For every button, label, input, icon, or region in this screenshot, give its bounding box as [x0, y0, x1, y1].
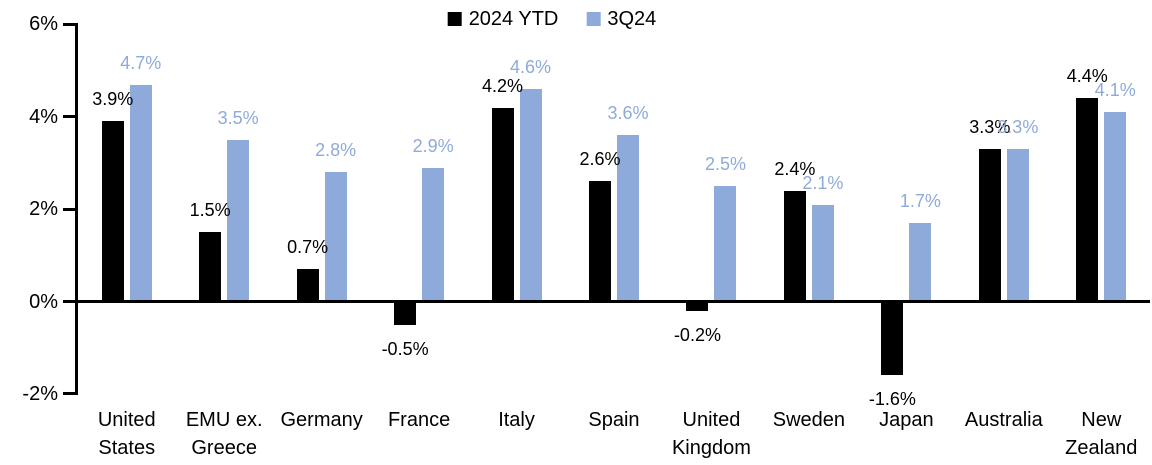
value-label-2024-ytd-spain: 2.6%	[579, 149, 621, 170]
bar-3q24-new-zealand	[1104, 112, 1127, 302]
category-label-australia: Australia	[964, 409, 1043, 431]
bar-3q24-emu-ex-greece	[227, 139, 250, 302]
bar-2024-ytd-united-kingdom	[686, 301, 709, 311]
value-label-3q24-sweden: 2.1%	[802, 172, 844, 193]
bar-3q24-italy	[519, 89, 542, 302]
legend-item-2024-ytd: 2024 YTD	[447, 8, 559, 30]
bar-3q24-france	[422, 167, 445, 302]
category-label-spain: Spain	[588, 409, 640, 431]
bar-2024-ytd-spain	[589, 181, 611, 302]
value-label-2024-ytd-new-zealand: 4.4%	[1066, 66, 1108, 87]
bar-2024-ytd-emu-ex-greece	[199, 232, 222, 302]
y-axis-line	[75, 22, 78, 396]
bar-3q24-united-states	[129, 84, 152, 302]
bar-3q24-japan	[909, 223, 932, 302]
y-tick-label: -2%	[22, 382, 58, 405]
legend-label-3q24: 3Q24	[607, 8, 657, 30]
y-tick	[63, 207, 75, 211]
y-tick-label: 0%	[29, 290, 58, 313]
value-label-2024-ytd-italy: 4.2%	[482, 75, 524, 96]
category-label-united-kingdom: United Kingdom	[671, 409, 751, 459]
y-tick-label: 4%	[29, 105, 58, 128]
value-label-2024-ytd-united-kingdom: -0.2%	[673, 324, 721, 345]
category-label-emu-ex-greece: EMU ex. Greece	[185, 409, 263, 459]
bar-2024-ytd-france	[394, 301, 417, 325]
category-label-sweden: Sweden	[772, 409, 846, 431]
category-label-germany: Germany	[280, 409, 363, 431]
category-label-new-zealand: New Zealand	[1065, 409, 1138, 459]
y-tick	[63, 300, 75, 303]
y-tick	[63, 115, 75, 119]
y-tick-label: 2%	[29, 198, 58, 221]
y-tick-label: 6%	[29, 13, 58, 36]
value-label-2024-ytd-australia: 3.3%	[969, 117, 1011, 138]
y-tick	[63, 22, 75, 26]
bar-3q24-germany	[324, 172, 347, 302]
legend-swatch-3q24	[586, 12, 601, 26]
y-tick	[63, 392, 75, 396]
value-label-3q24-united-states: 4.7%	[120, 52, 162, 73]
legend-item-3q24: 3Q24	[586, 8, 656, 30]
value-label-3q24-new-zealand: 4.1%	[1094, 80, 1136, 101]
bar-2024-ytd-germany	[296, 269, 319, 302]
bar-2024-ytd-italy	[491, 107, 514, 302]
bar-2024-ytd-united-states	[101, 121, 124, 302]
bar-3q24-australia	[1006, 149, 1029, 302]
value-label-3q24-japan: 1.7%	[899, 191, 941, 211]
value-label-3q24-emu-ex-greece: 3.5%	[217, 107, 259, 128]
value-label-3q24-france: 2.9%	[412, 135, 454, 156]
value-label-2024-ytd-japan: -1.6%	[868, 389, 916, 410]
category-label-italy: Italy	[498, 409, 535, 431]
legend-swatch-2024-ytd	[447, 12, 462, 26]
value-label-2024-ytd-france: -0.5%	[381, 338, 429, 359]
category-label-japan: Japan	[879, 409, 934, 431]
bar-2024-ytd-sweden	[783, 190, 806, 302]
value-label-3q24-australia: 3.3%	[997, 117, 1039, 138]
bar-3q24-united-kingdom	[714, 186, 737, 302]
bar-2024-ytd-new-zealand	[1076, 98, 1099, 302]
category-label-united-states: United States	[97, 409, 156, 459]
x-axis-line	[75, 300, 1150, 303]
value-label-3q24-germany: 2.8%	[315, 140, 357, 161]
value-label-3q24-italy: 4.6%	[510, 57, 552, 78]
bar-2024-ytd-australia	[978, 149, 1001, 302]
bar-3q24-spain	[617, 135, 639, 302]
category-label-france: France	[387, 409, 451, 431]
value-label-2024-ytd-united-states: 3.9%	[92, 89, 134, 110]
legend: 2024 YTD 3Q24	[447, 8, 656, 30]
value-label-2024-ytd-emu-ex-greece: 1.5%	[189, 200, 231, 221]
value-label-2024-ytd-germany: 0.7%	[287, 237, 329, 258]
value-label-3q24-united-kingdom: 2.5%	[704, 154, 746, 175]
bar-3q24-sweden	[811, 204, 834, 302]
legend-label-2024-ytd: 2024 YTD	[468, 8, 559, 30]
bar-2024-ytd-japan	[881, 301, 904, 376]
value-label-2024-ytd-sweden: 2.4%	[774, 158, 816, 179]
value-label-3q24-spain: 3.6%	[607, 103, 649, 124]
